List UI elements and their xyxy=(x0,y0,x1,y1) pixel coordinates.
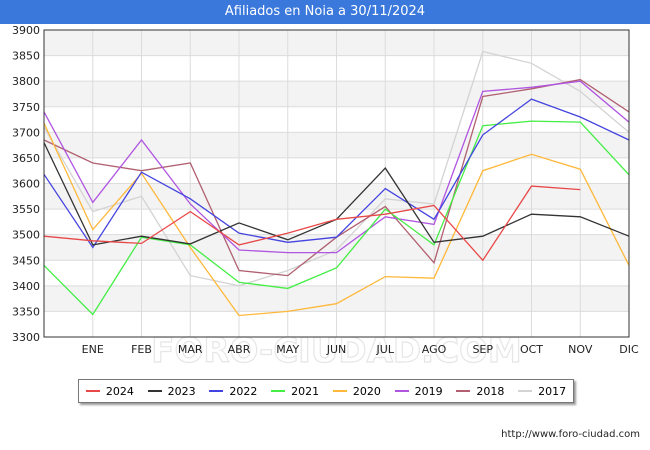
legend-swatch xyxy=(332,390,347,392)
legend-label: 2023 xyxy=(167,384,196,398)
y-tick-label: 3700 xyxy=(12,126,40,139)
series-line-2019 xyxy=(43,80,630,254)
y-tick-label: 3600 xyxy=(12,178,40,191)
legend-item-2020: 2020 xyxy=(332,384,381,398)
y-tick-label: 3300 xyxy=(12,331,40,344)
x-tick-label: OCT xyxy=(520,343,543,356)
legend-item-2024: 2024 xyxy=(85,384,134,398)
legend-swatch xyxy=(147,390,162,392)
legend-label: 2018 xyxy=(476,384,505,398)
legend-swatch xyxy=(85,390,100,392)
x-tick-label: SEP xyxy=(472,343,493,356)
y-tick-label: 3500 xyxy=(12,229,40,242)
legend-label: 2020 xyxy=(352,384,381,398)
legend-label: 2019 xyxy=(414,384,443,398)
y-tick-label: 3400 xyxy=(12,280,40,293)
y-tick-label: 3450 xyxy=(12,254,40,267)
legend-swatch xyxy=(394,390,409,392)
legend-item-2022: 2022 xyxy=(209,385,257,398)
x-tick-label: FEB xyxy=(131,343,152,356)
legend-item-2019: 2019 xyxy=(394,384,443,398)
legend-item-2017: 2017 xyxy=(518,385,566,398)
y-axis-ticks: 3300 3350 3400 3450 3500 3550 3600 3650 3700 3750… xyxy=(12,24,40,344)
legend-label: 2021 xyxy=(291,384,320,398)
series-line-2017 xyxy=(43,50,630,287)
legend-swatch xyxy=(271,390,286,392)
series-line-2021 xyxy=(43,120,630,316)
series-lines xyxy=(43,50,630,317)
x-tick-label: MAR xyxy=(178,343,203,356)
x-tick-label: NOV xyxy=(568,343,593,356)
x-tick-label: ENE xyxy=(82,343,104,356)
y-tick-label: 3550 xyxy=(12,203,40,216)
y-tick-label: 3650 xyxy=(12,152,40,165)
x-tick-label: ABR xyxy=(228,343,251,356)
y-tick-label: 3800 xyxy=(12,75,40,88)
chart-title: Afiliados en Noia a 30/11/2024 xyxy=(0,0,650,24)
y-tick-label: 3750 xyxy=(12,101,40,114)
legend-item-2018: 2018 xyxy=(456,385,504,398)
plot-frame xyxy=(43,29,630,338)
source-link[interactable]: http://www.foro-ciudad.com xyxy=(501,429,640,440)
x-tick-label: AGO xyxy=(422,343,447,356)
legend: 2024 2023 2022 2021 2020 2019 2018 2017 xyxy=(78,379,574,403)
legend-swatch xyxy=(209,390,224,392)
x-axis-ticks: ENE FEB MAR ABR MAY JUN JUL AGO SEP OCT NOV DIC xyxy=(82,343,639,356)
legend-label: 2022 xyxy=(229,384,258,398)
x-tick-label: JUN xyxy=(326,343,347,356)
y-tick-label: 3850 xyxy=(12,50,40,63)
legend-swatch xyxy=(518,390,533,392)
x-tick-label: MAY xyxy=(276,343,299,356)
legend-label: 2017 xyxy=(538,384,567,398)
legend-item-2021: 2021 xyxy=(271,385,319,398)
legend-label: 2024 xyxy=(105,384,134,398)
y-tick-label: 3900 xyxy=(12,24,40,37)
x-tick-label: JUL xyxy=(376,343,395,356)
series-line-2022 xyxy=(43,98,630,249)
legend-swatch xyxy=(456,390,471,392)
series-line-2024 xyxy=(43,185,581,262)
legend-item-2023: 2023 xyxy=(147,384,196,398)
x-tick-label: DIC xyxy=(619,343,639,356)
y-tick-label: 3350 xyxy=(12,305,40,318)
